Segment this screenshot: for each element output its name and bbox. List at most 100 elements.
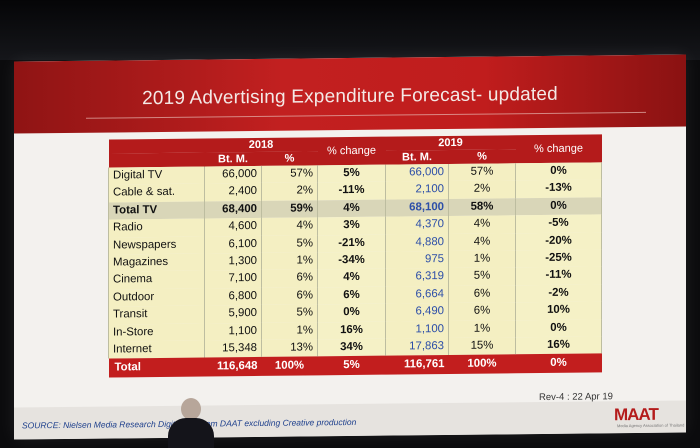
cell-name: In-Store bbox=[108, 323, 205, 342]
cell-chg19: 16% bbox=[515, 336, 602, 355]
projection-screen: 2019 Advertising Expenditure Forecast- u… bbox=[14, 54, 686, 440]
header-pct-2018: % bbox=[261, 151, 318, 166]
cell-p19: 4% bbox=[448, 215, 516, 234]
cell-p18: 57% bbox=[261, 165, 318, 184]
table-body: Digital TV 66,000 57% 5% 66,000 57% 0% Cable & … bbox=[108, 162, 602, 359]
cell-chg18: 6% bbox=[317, 286, 386, 305]
cell-name: Newspapers bbox=[108, 236, 205, 255]
cell-v18: 5,900 bbox=[204, 305, 262, 324]
total-change-2019: 0% bbox=[515, 353, 602, 374]
adex-table: 2018 % change 2019 % change Bt. M. % Bt.… bbox=[108, 134, 602, 378]
cell-chg18: 4% bbox=[317, 269, 386, 288]
cell-chg19: 0% bbox=[515, 162, 602, 181]
cell-p19: 6% bbox=[448, 285, 516, 304]
total-row: Total 116,648 100% 5% 116,761 100% 0% bbox=[108, 353, 602, 378]
presenter-head bbox=[181, 398, 201, 420]
header-btm-2019: Bt. M. bbox=[385, 149, 449, 165]
cell-p18: 2% bbox=[261, 182, 318, 201]
cell-p19: 5% bbox=[448, 267, 516, 286]
cell-p18: 59% bbox=[261, 200, 318, 219]
header-blank-2 bbox=[108, 152, 205, 168]
presenter-body bbox=[168, 418, 214, 448]
cell-name: Magazines bbox=[108, 253, 205, 272]
cell-chg19: -2% bbox=[515, 284, 602, 303]
cell-v19: 6,664 bbox=[385, 285, 449, 304]
ceiling bbox=[0, 0, 700, 60]
cell-name: Cinema bbox=[108, 270, 205, 290]
cell-v19: 6,490 bbox=[385, 303, 449, 322]
cell-p19: 6% bbox=[448, 302, 516, 321]
cell-v19: 66,000 bbox=[385, 163, 449, 183]
cell-p18: 5% bbox=[261, 304, 318, 323]
cell-v18: 6,800 bbox=[204, 287, 262, 306]
header-btm-2018: Bt. M. bbox=[204, 151, 262, 167]
cell-chg19: 10% bbox=[515, 301, 602, 320]
cell-chg18: -34% bbox=[317, 251, 386, 270]
cell-p19: 4% bbox=[448, 232, 516, 251]
cell-p18: 1% bbox=[261, 321, 318, 340]
cell-chg18: 4% bbox=[317, 199, 386, 218]
cell-p18: 5% bbox=[261, 234, 318, 253]
cell-p19: 2% bbox=[448, 180, 516, 199]
cell-chg19: -11% bbox=[515, 266, 602, 286]
header-year-2018: 2018 bbox=[204, 137, 318, 153]
cell-p18: 6% bbox=[261, 269, 318, 288]
cell-name: Cable & sat. bbox=[108, 183, 205, 203]
cell-v18: 4,600 bbox=[204, 218, 262, 237]
cell-chg19: 0% bbox=[515, 319, 602, 338]
cell-v19: 1,100 bbox=[385, 320, 449, 339]
cell-chg18: -11% bbox=[317, 182, 386, 201]
cell-p19: 58% bbox=[448, 198, 516, 217]
cell-v18: 1,300 bbox=[204, 252, 262, 271]
presenter-silhouette bbox=[168, 398, 214, 448]
cell-v18: 66,000 bbox=[204, 165, 262, 184]
title-underline bbox=[86, 111, 646, 119]
cell-chg18: 0% bbox=[317, 303, 386, 322]
cell-p19: 15% bbox=[448, 337, 516, 356]
header-blank bbox=[108, 138, 205, 154]
cell-p18: 4% bbox=[261, 217, 318, 236]
header-year-2019: 2019 bbox=[385, 135, 516, 151]
total-value-2018: 116,648 bbox=[204, 357, 262, 377]
total-change-2018: 5% bbox=[317, 356, 386, 376]
cell-chg18: 5% bbox=[317, 164, 386, 183]
header-row-years: 2018 % change 2019 % change bbox=[108, 134, 602, 166]
cell-v18: 2,400 bbox=[204, 183, 262, 202]
cell-name: Digital TV bbox=[108, 166, 205, 185]
total-value-2019: 116,761 bbox=[385, 355, 449, 376]
cell-chg18: 16% bbox=[317, 321, 386, 340]
cell-v18: 68,400 bbox=[204, 200, 262, 219]
total-pct-2018: 100% bbox=[261, 356, 318, 377]
cell-v19: 6,319 bbox=[385, 268, 449, 287]
cell-v18: 1,100 bbox=[204, 322, 262, 341]
cell-p19: 57% bbox=[448, 163, 516, 182]
cell-v19: 2,100 bbox=[385, 181, 449, 200]
cell-v19: 4,370 bbox=[385, 216, 449, 235]
cell-p18: 1% bbox=[261, 252, 318, 271]
cell-chg18: -21% bbox=[317, 234, 386, 253]
cell-v19: 975 bbox=[385, 250, 449, 270]
cell-name: Internet bbox=[108, 340, 205, 359]
cell-v18: 7,100 bbox=[204, 270, 262, 289]
slide-title: 2019 Advertising Expenditure Forecast- u… bbox=[142, 83, 558, 110]
cell-p19: 1% bbox=[448, 250, 516, 269]
cell-chg18: 34% bbox=[317, 338, 386, 357]
cell-p18: 6% bbox=[261, 287, 318, 306]
cell-chg18: 3% bbox=[317, 216, 386, 235]
cell-v19: 17,863 bbox=[385, 338, 449, 357]
cell-name: Radio bbox=[108, 218, 205, 238]
cell-v19: 4,880 bbox=[385, 233, 449, 252]
cell-name: Total TV bbox=[108, 201, 205, 220]
cell-chg19: -13% bbox=[515, 179, 602, 199]
header-change-2018: % change bbox=[317, 136, 386, 166]
cell-p18: 13% bbox=[261, 339, 318, 358]
cell-chg19: -25% bbox=[515, 249, 602, 268]
cell-chg19: -5% bbox=[515, 214, 602, 233]
cell-v19: 68,100 bbox=[385, 198, 449, 217]
cell-chg19: -20% bbox=[515, 231, 602, 251]
total-label: Total bbox=[108, 357, 205, 378]
cell-name: Transit bbox=[108, 305, 205, 325]
maat-logo-subtitle: Media Agency Association of Thailand bbox=[617, 422, 685, 429]
total-pct-2019: 100% bbox=[448, 354, 516, 375]
header-pct-2019: % bbox=[448, 149, 516, 164]
